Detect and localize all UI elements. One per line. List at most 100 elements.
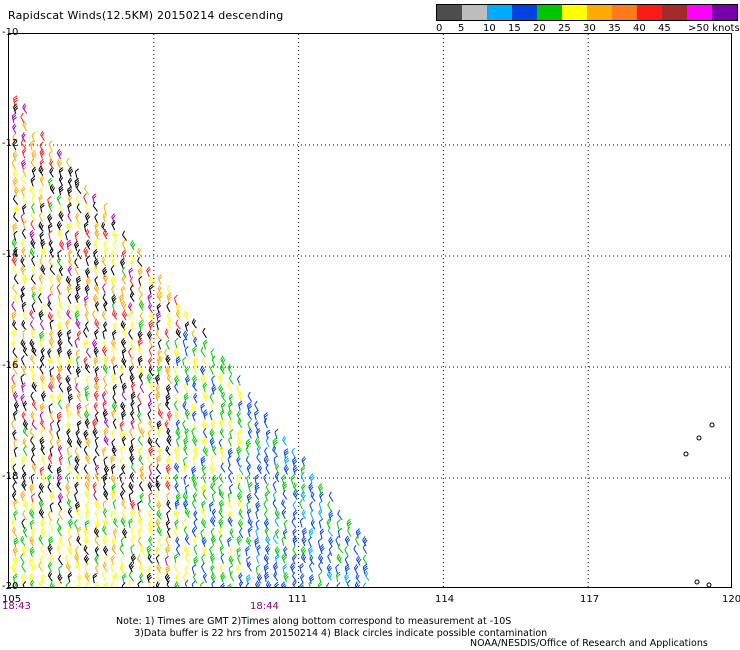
wind-barb <box>48 257 54 268</box>
wind-barb <box>22 427 29 438</box>
legend-label: 10 <box>483 23 496 34</box>
wind-barb <box>120 516 126 528</box>
wind-barb <box>209 501 214 512</box>
wind-barb <box>56 158 62 169</box>
wind-barb <box>164 555 169 566</box>
wind-barb <box>22 103 28 114</box>
wind-barb <box>245 438 251 449</box>
wind-barb <box>246 474 251 485</box>
wind-barb <box>30 238 36 249</box>
wind-barb <box>238 528 244 539</box>
wind-barb <box>85 437 91 448</box>
wind-barb <box>200 581 205 587</box>
wind-barb <box>128 518 133 529</box>
wind-barb <box>165 365 171 377</box>
wind-barb <box>31 493 36 504</box>
wind-barb <box>12 473 18 484</box>
wind-barb <box>227 455 232 466</box>
wind-barb <box>326 582 331 587</box>
wind-barb <box>57 393 62 404</box>
wind-barb <box>155 437 161 448</box>
wind-barb <box>12 222 18 233</box>
wind-barb <box>121 239 126 250</box>
wind-barb <box>67 177 73 188</box>
wind-barb <box>74 481 79 493</box>
wind-barb <box>130 240 136 251</box>
wind-barb <box>346 518 352 529</box>
wind-barb <box>148 366 154 377</box>
wind-barb <box>67 265 72 277</box>
wind-barb <box>317 537 323 549</box>
wind-barb <box>254 537 260 548</box>
wind-barb <box>101 570 107 581</box>
legend-label: 30 <box>583 23 596 34</box>
wind-barb <box>47 510 52 521</box>
wind-barb <box>94 436 99 448</box>
wind-barb <box>39 555 44 566</box>
wind-barb <box>47 348 52 359</box>
wind-barb <box>84 418 90 429</box>
wind-barb <box>120 285 126 296</box>
wind-barb <box>245 574 252 585</box>
wind-barb <box>47 571 53 582</box>
wind-barb <box>76 275 82 286</box>
wind-barb <box>184 408 191 420</box>
wind-barb <box>193 392 198 404</box>
wind-barb <box>210 364 214 376</box>
wind-barb <box>29 546 35 557</box>
wind-barb <box>11 491 17 502</box>
wind-barb <box>76 203 82 214</box>
wind-barb <box>65 375 71 386</box>
wind-barb <box>318 483 324 494</box>
wind-barb <box>201 562 205 574</box>
wind-barb <box>299 499 304 510</box>
wind-barb <box>263 563 269 574</box>
wind-barb <box>254 490 260 501</box>
wind-barb <box>111 483 117 494</box>
wind-barb <box>66 309 72 320</box>
wind-barb <box>58 565 63 576</box>
wind-barb <box>40 130 45 141</box>
wind-barb <box>102 473 108 484</box>
wind-barb <box>121 356 127 367</box>
wind-barb <box>165 393 171 404</box>
wind-barb <box>335 571 341 582</box>
wind-barb <box>67 527 73 538</box>
wind-barb <box>148 319 154 331</box>
wind-barb <box>191 402 197 413</box>
wind-barb <box>128 491 134 502</box>
wind-barb <box>39 330 45 341</box>
wind-barb <box>111 409 116 420</box>
wind-barb <box>130 526 136 537</box>
wind-barb <box>74 310 80 321</box>
wind-barb <box>74 455 80 466</box>
wind-barb <box>84 202 90 214</box>
wind-barb <box>202 339 208 350</box>
wind-barb <box>110 454 116 465</box>
wind-barb <box>74 337 79 349</box>
wind-barb <box>40 391 47 402</box>
wind-barb <box>147 429 152 440</box>
wind-barb <box>301 527 308 538</box>
wind-barb <box>83 246 89 258</box>
wind-barb <box>83 554 90 565</box>
wind-barb <box>121 347 127 359</box>
wind-barb <box>119 563 125 574</box>
wind-barb <box>355 535 360 546</box>
wind-barb <box>139 311 145 323</box>
wind-barb <box>111 285 115 296</box>
wind-barb <box>13 95 19 106</box>
legend-swatch <box>662 5 687 20</box>
wind-barb <box>166 292 172 303</box>
wind-barb <box>74 552 80 564</box>
wind-barb <box>337 543 344 554</box>
wind-barb <box>31 166 37 178</box>
wind-barb <box>93 527 100 538</box>
wind-barb <box>192 346 197 357</box>
wind-barb <box>120 482 126 493</box>
wind-barb <box>93 382 100 393</box>
wind-barb <box>83 526 89 538</box>
wind-barb <box>274 546 280 557</box>
wind-barb <box>210 572 216 584</box>
wind-barb <box>255 500 261 512</box>
